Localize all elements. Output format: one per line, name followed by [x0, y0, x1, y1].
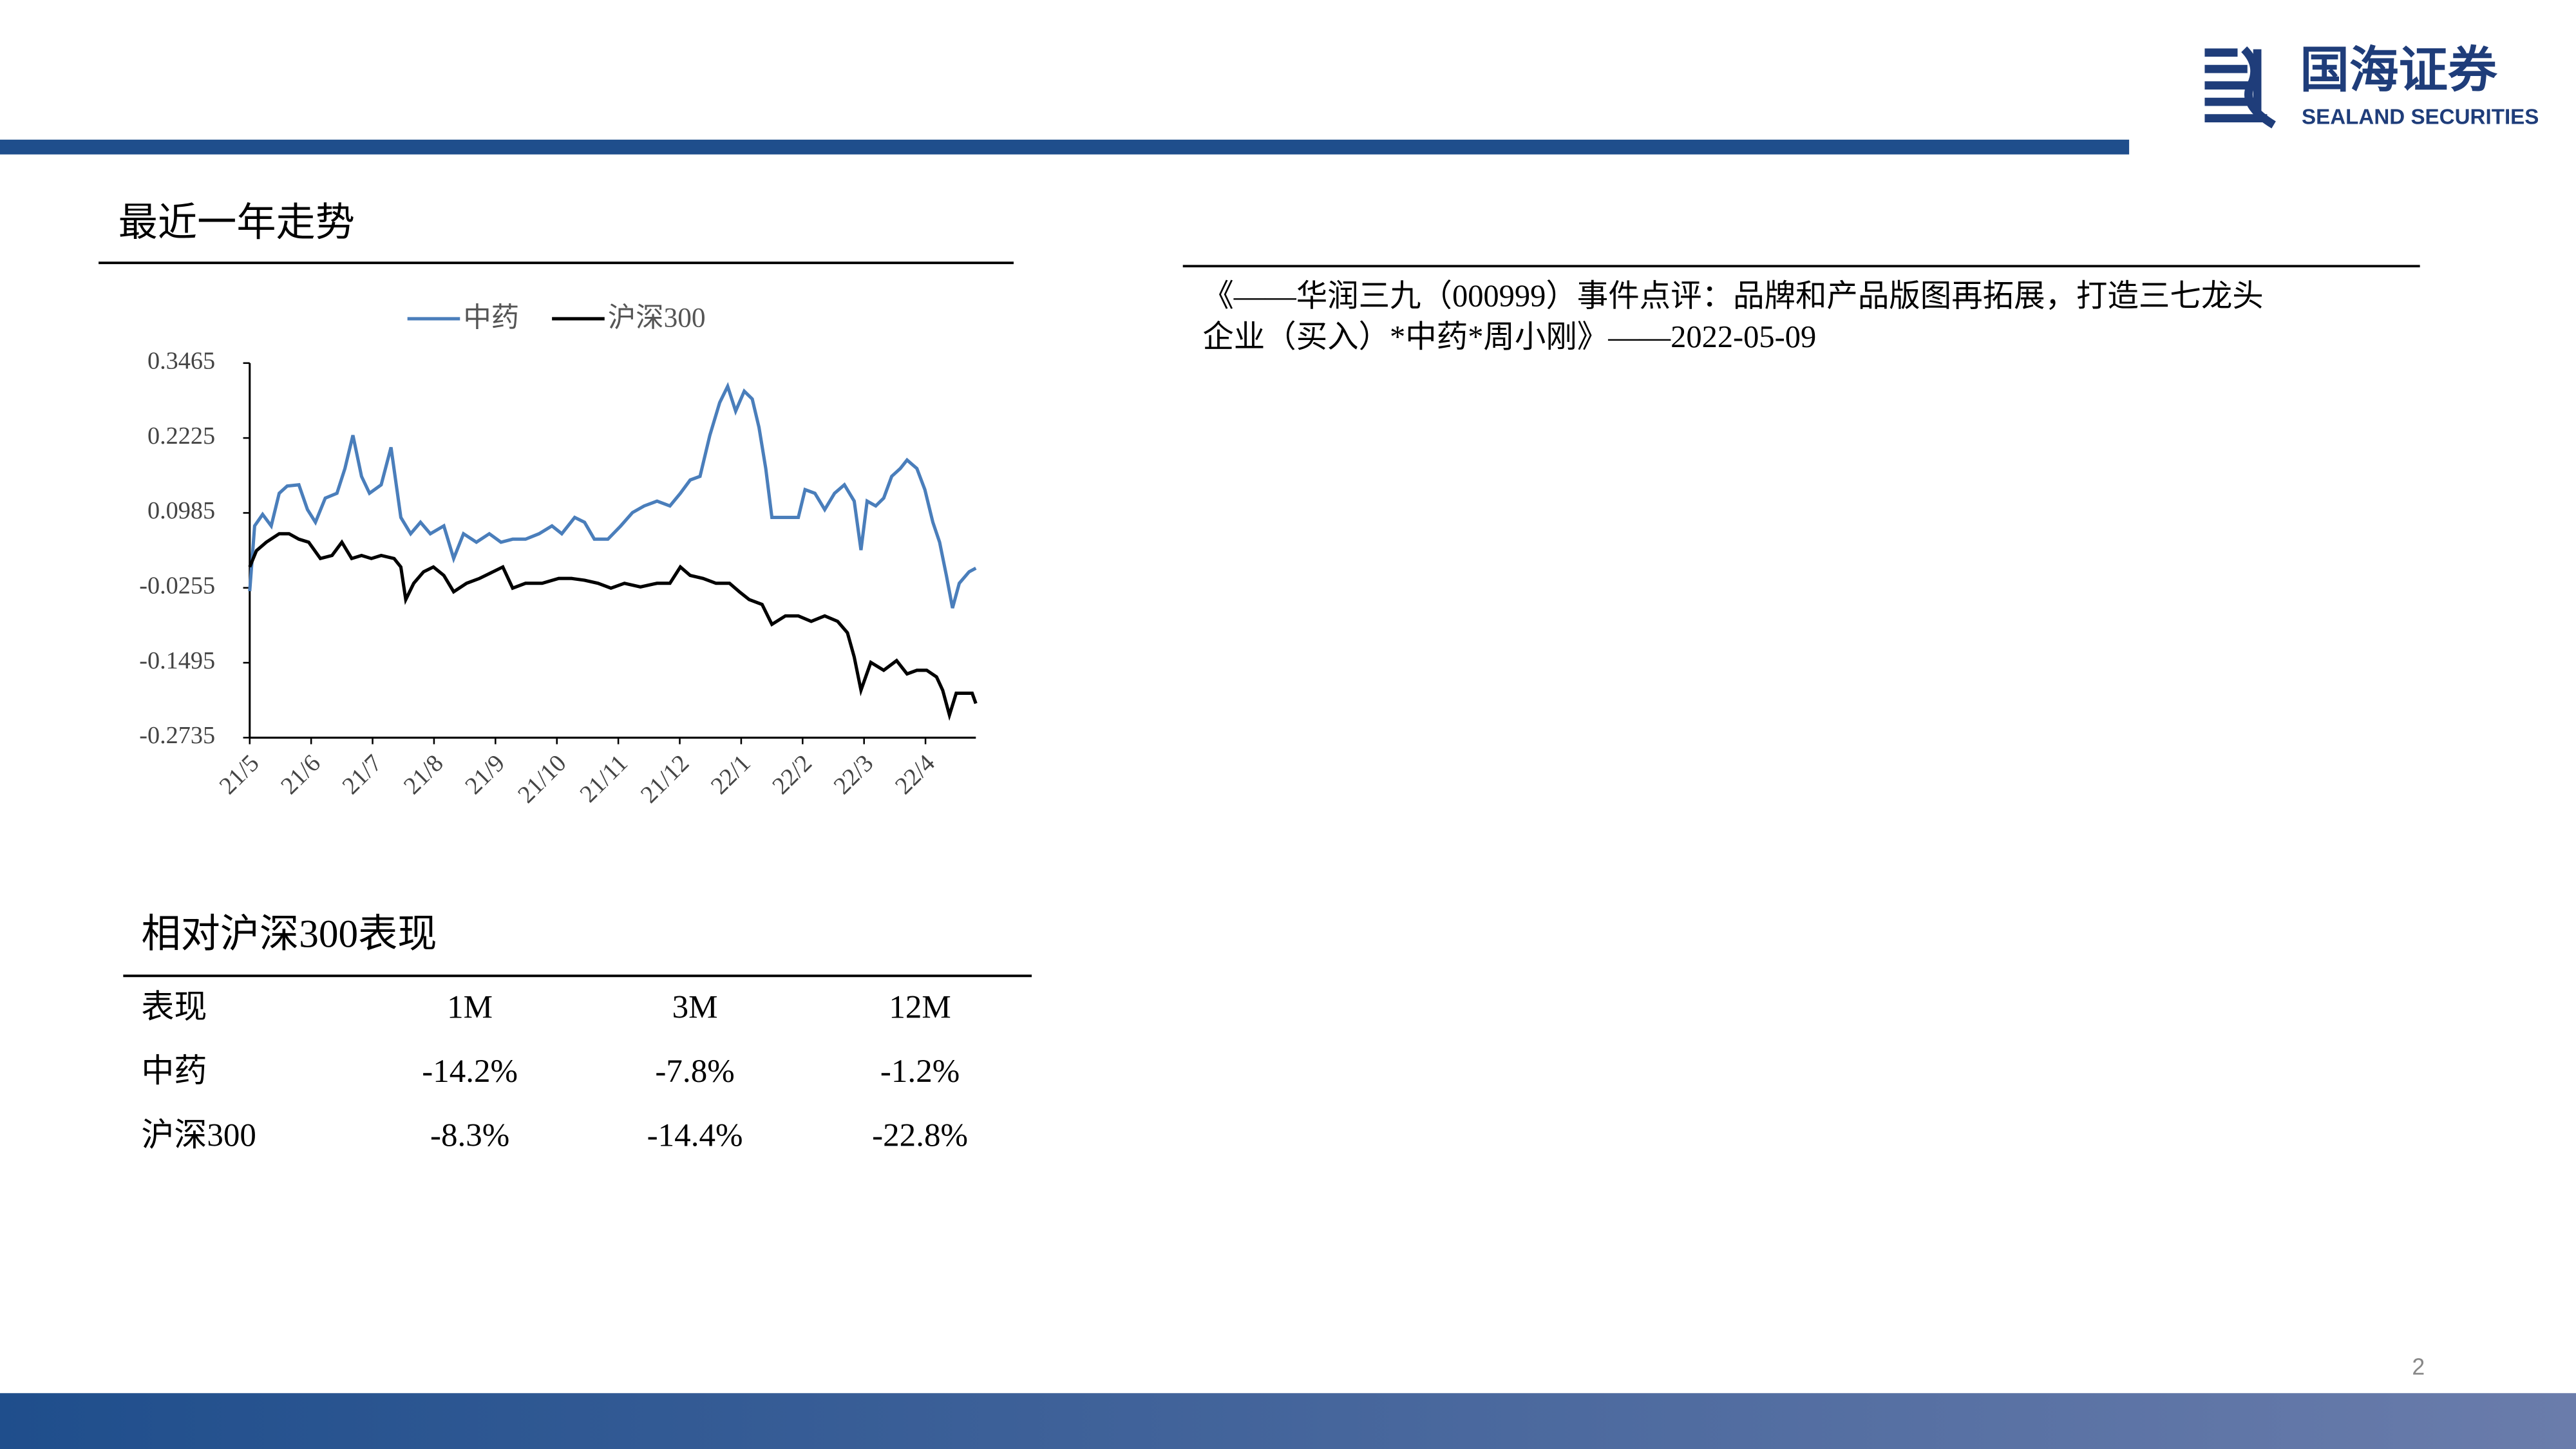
x-tick-label: 21/8 — [399, 750, 449, 800]
table-cell: 沪深300 — [141, 1118, 256, 1154]
x-tick-label: 21/11 — [575, 750, 633, 808]
table-cell: -1.2% — [880, 1054, 960, 1090]
logo: 国海证券 SEALAND SECURITIES — [2204, 43, 2539, 129]
table-cell: 1M — [447, 990, 493, 1026]
series-line — [248, 382, 977, 609]
y-tick-label: -0.0255 — [139, 573, 215, 600]
y-tick-label: -0.2735 — [139, 722, 215, 749]
brand-en: SEALAND SECURITIES — [2302, 105, 2539, 129]
brand: 国海证券 — [2300, 43, 2498, 98]
footer-bar — [0, 1393, 2576, 1449]
x-tick-label: 21/9 — [460, 750, 510, 800]
x-tick-label: 21/12 — [636, 750, 694, 808]
x-tick-label: 22/4 — [890, 750, 940, 800]
legend-label: 中药 — [463, 302, 519, 333]
x-tick-label: 21/5 — [214, 750, 265, 800]
table-cell: 12M — [889, 990, 951, 1026]
report-line: 企业（买入）*中药*周小刚》——2022-05-09 — [1202, 320, 1816, 354]
y-tick-label: 0.2225 — [147, 422, 215, 450]
table-cell: -8.3% — [430, 1118, 509, 1154]
x-tick-label: 22/2 — [767, 750, 817, 800]
x-tick-label: 22/1 — [706, 750, 756, 800]
x-tick-label: 21/10 — [513, 750, 571, 808]
table-title: 相对沪深300表现 — [141, 913, 437, 956]
page-number: 2 — [2412, 1354, 2425, 1379]
table-cell: -14.2% — [422, 1054, 518, 1090]
table-cell: 中药 — [141, 1054, 207, 1090]
table-cell: 表现 — [141, 990, 207, 1026]
report-line: 《——华润三九（000999）事件点评：品牌和产品版图再拓展，打造三七龙头 — [1202, 279, 2263, 313]
table-cell: -22.8% — [872, 1118, 968, 1154]
logo-icon — [2204, 46, 2276, 129]
table-cell: 3M — [672, 990, 718, 1026]
x-tick-label: 22/3 — [829, 750, 879, 800]
legend: 中药 沪深300 — [407, 302, 706, 333]
y-tick-label: 0.3465 — [147, 348, 215, 375]
table-cell: -14.4% — [647, 1118, 743, 1154]
table: 表现 1M 3M 12M 中药 -14.2% -7.8% -1.2% 沪深300 -8.3% -14… — [141, 990, 968, 1154]
series-line — [248, 532, 978, 721]
y-tick-label: 0.0985 — [147, 497, 215, 524]
header-bar — [0, 139, 2130, 155]
y-tick-label: -0.1495 — [139, 647, 215, 674]
legend-label: 沪深300 — [608, 302, 706, 333]
table-cell: -7.8% — [655, 1054, 734, 1090]
x-tick-label: 21/7 — [337, 750, 388, 800]
chart: 0.34650.22250.0985-0.0255-0.1495-0.27352… — [139, 302, 978, 808]
x-tick-label: 21/6 — [276, 750, 326, 800]
chart-title: 最近一年走势 — [118, 201, 355, 245]
